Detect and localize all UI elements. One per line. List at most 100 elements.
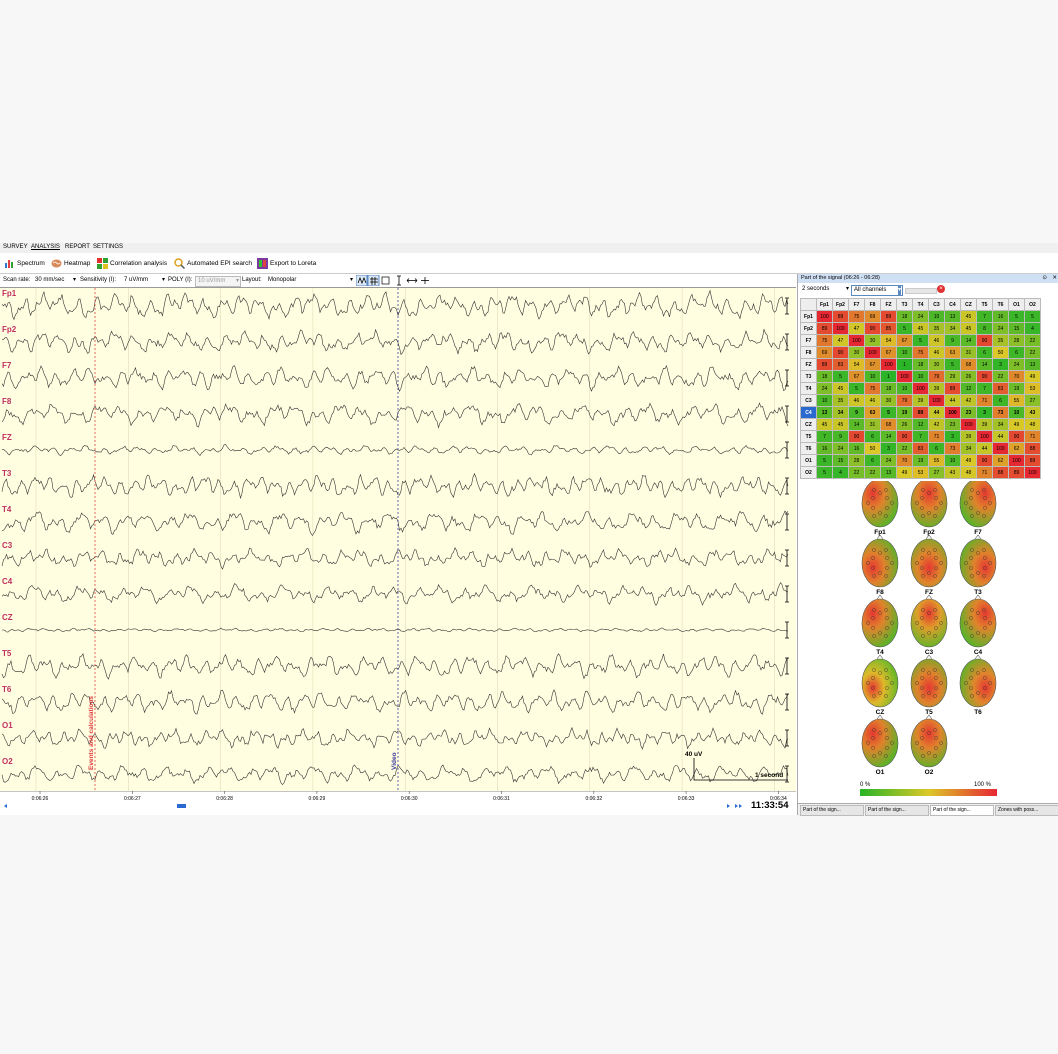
matrix-cell[interactable]: 43 xyxy=(944,466,961,479)
matrix-cell[interactable]: 10 xyxy=(864,370,881,383)
matrix-cell[interactable]: 26 xyxy=(960,370,977,383)
matrix-cell[interactable]: 44 xyxy=(944,394,961,407)
matrix-cell[interactable]: 13 xyxy=(1024,358,1041,371)
matrix-cell[interactable]: 47 xyxy=(832,334,849,347)
matrix-cell[interactable]: 53 xyxy=(1024,382,1041,395)
crosshair-icon[interactable] xyxy=(421,277,429,284)
matrix-cell[interactable]: 15 xyxy=(1008,322,1025,335)
matrix-cell[interactable]: 90 xyxy=(976,334,993,347)
matrix-cell[interactable]: 7 xyxy=(976,382,993,395)
matrix-cell[interactable]: 10 xyxy=(928,310,945,323)
matrix-cell[interactable]: 89 xyxy=(912,406,929,419)
matrix-cell[interactable]: 75 xyxy=(912,346,929,359)
matrix-cell[interactable]: 39 xyxy=(960,430,977,443)
head-map[interactable]: C3 xyxy=(910,594,948,656)
tab-part-of-signal-2[interactable]: Part of the sign... xyxy=(865,805,929,816)
matrix-cell[interactable]: 19 xyxy=(912,454,929,467)
matrix-cell[interactable]: 46 xyxy=(928,346,945,359)
matrix-cell[interactable]: 67 xyxy=(848,370,865,383)
matrix-cell[interactable]: 13 xyxy=(944,310,961,323)
matrix-cell[interactable]: 89 xyxy=(944,382,961,395)
matrix-cell[interactable]: 6 xyxy=(928,442,945,455)
matrix-cell[interactable]: 69 xyxy=(864,310,881,323)
matrix-cell[interactable]: 100 xyxy=(912,382,929,395)
matrix-cell[interactable]: 13 xyxy=(880,466,897,479)
window-select[interactable]: 2 seconds ▾ xyxy=(800,285,850,294)
matrix-cell[interactable]: 46 xyxy=(848,394,865,407)
matrix-cell[interactable]: 45 xyxy=(832,382,849,395)
matrix-cell[interactable]: 71 xyxy=(928,430,945,443)
head-map[interactable]: C4 xyxy=(959,594,997,656)
matrix-cell[interactable]: 50 xyxy=(992,346,1009,359)
matrix-cell[interactable]: 14 xyxy=(960,334,977,347)
matrix-cell[interactable]: 31 xyxy=(960,346,977,359)
matrix-cell[interactable]: 42 xyxy=(928,418,945,431)
matrix-cell[interactable]: 24 xyxy=(816,382,833,395)
scan-rate-select[interactable]: 30 mm/sec ▾ xyxy=(33,276,77,285)
matrix-cell[interactable]: 5 xyxy=(1008,310,1025,323)
matrix-cell[interactable]: 16 xyxy=(848,442,865,455)
matrix-cell[interactable]: 35 xyxy=(992,334,1009,347)
window-tool-icon[interactable] xyxy=(381,276,390,285)
matrix-cell[interactable]: 63 xyxy=(864,406,881,419)
matrix-cell[interactable]: 5 xyxy=(816,466,833,479)
channel-filter-select[interactable]: All channels ▾ xyxy=(851,285,903,296)
matrix-cell[interactable]: 90 xyxy=(976,454,993,467)
matrix-cell[interactable]: 30 xyxy=(928,358,945,371)
tab-zones[interactable]: Zones with poss... xyxy=(995,805,1058,816)
matrix-cell[interactable]: 100 xyxy=(816,310,833,323)
head-map[interactable]: O2 xyxy=(910,714,948,776)
matrix-cell[interactable]: 6 xyxy=(976,346,993,359)
matrix-cell[interactable]: 3 xyxy=(976,406,993,419)
head-map[interactable]: F7 xyxy=(959,481,997,536)
matrix-cell[interactable]: 44 xyxy=(976,442,993,455)
matrix-cell[interactable]: 3 xyxy=(944,430,961,443)
matrix-cell[interactable]: 100 xyxy=(976,430,993,443)
tab-part-of-signal-3[interactable]: Part of the sign... xyxy=(930,805,994,816)
matrix-cell[interactable]: 54 xyxy=(848,358,865,371)
matrix-cell[interactable]: 100 xyxy=(944,406,961,419)
matrix-cell[interactable]: 39 xyxy=(912,394,929,407)
matrix-cell[interactable]: 27 xyxy=(1024,394,1041,407)
layout-select[interactable]: Monopolar ▾ xyxy=(266,276,354,285)
matrix-cell[interactable]: 89 xyxy=(1008,466,1025,479)
head-map[interactable]: Fp1 xyxy=(861,481,899,536)
matrix-cell[interactable]: 22 xyxy=(864,466,881,479)
fast-forward-icon[interactable] xyxy=(735,804,742,808)
matrix-cell[interactable]: 30 xyxy=(880,394,897,407)
matrix-cell[interactable]: 7 xyxy=(976,310,993,323)
matrix-cell[interactable]: 14 xyxy=(880,430,897,443)
matrix-cell[interactable]: 5 xyxy=(896,322,913,335)
matrix-cell[interactable]: 90 xyxy=(848,430,865,443)
cancel-icon[interactable]: × xyxy=(937,285,945,293)
matrix-cell[interactable]: 83 xyxy=(912,442,929,455)
matrix-row-header[interactable]: O2 xyxy=(800,466,817,479)
matrix-cell[interactable]: 28 xyxy=(1008,334,1025,347)
matrix-cell[interactable]: 44 xyxy=(992,430,1009,443)
matrix-row-header[interactable]: T4 xyxy=(800,382,817,395)
grid-tool-icon[interactable] xyxy=(367,275,380,286)
matrix-cell[interactable]: 50 xyxy=(864,442,881,455)
matrix-cell[interactable]: 10 xyxy=(816,394,833,407)
matrix-cell[interactable]: 88 xyxy=(992,466,1009,479)
automated-epi-search-button[interactable]: Automated EPI search xyxy=(174,257,252,269)
correlation-analysis-button[interactable]: Correlation analysis xyxy=(97,257,167,269)
matrix-cell[interactable]: 100 xyxy=(928,394,945,407)
matrix-cell[interactable]: 79 xyxy=(928,370,945,383)
matrix-cell[interactable]: 75 xyxy=(816,334,833,347)
matrix-cell[interactable]: 18 xyxy=(880,382,897,395)
matrix-cell[interactable]: 42 xyxy=(960,394,977,407)
matrix-cell[interactable]: 14 xyxy=(848,418,865,431)
matrix-cell[interactable]: 83 xyxy=(832,358,849,371)
matrix-row-header[interactable]: F8 xyxy=(800,346,817,359)
matrix-cell[interactable]: 1 xyxy=(880,370,897,383)
matrix-cell[interactable]: 39 xyxy=(928,382,945,395)
matrix-cell[interactable]: 4 xyxy=(832,466,849,479)
head-map[interactable]: F8 xyxy=(861,534,899,596)
matrix-cell[interactable]: 100 xyxy=(832,322,849,335)
matrix-row-header[interactable]: FZ xyxy=(800,358,817,371)
matrix-cell[interactable]: 79 xyxy=(896,394,913,407)
matrix-cell[interactable]: 90 xyxy=(976,370,993,383)
matrix-cell[interactable]: 9 xyxy=(832,430,849,443)
timeline-thumb[interactable] xyxy=(177,804,186,808)
